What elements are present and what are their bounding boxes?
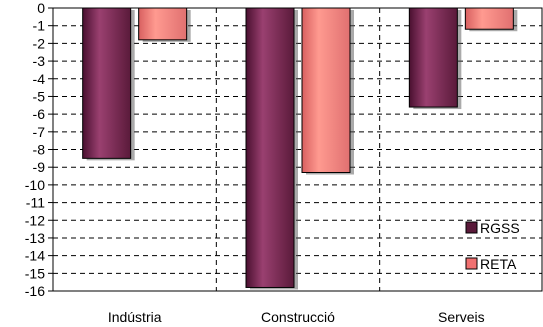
legend-swatch-rgss [465,221,478,234]
bar-rgss-1 [245,7,295,288]
y-tick-label: -5 [33,88,46,104]
y-tick-label: -12 [25,212,45,228]
y-axis: 0 -1-2 -3 -4-5 -6 -7 -8-9 -10 -11-12 -13 -14-15 -16 [25,0,53,299]
x-axis: Indústria Construcció Serveis [108,309,485,325]
y-tick-label: -11 [26,195,45,211]
y-tick-label: -3 [33,53,46,69]
legend-swatch-reta [465,257,478,270]
legend: RGSS RETA [465,220,520,272]
x-category-label: Construcció [261,309,335,325]
y-tick-label: -15 [25,265,45,281]
y-tick-label: 0 [37,0,45,16]
bar-rgss-0 [82,7,132,159]
y-tick-label: -13 [25,230,45,246]
bar-rgss-2 [408,7,458,108]
x-category-label: Serveis [438,309,485,325]
y-tick-label: -6 [33,106,46,122]
bar-reta-1 [301,7,351,173]
x-category-label: Indústria [108,309,162,325]
bars [82,7,518,290]
y-tick-label: -14 [25,248,45,264]
y-tick-label: -9 [33,159,46,175]
y-tick-label: -7 [33,124,46,140]
y-tick-label: -10 [25,177,45,193]
y-tick-label: -16 [25,283,45,299]
bar-reta-0 [138,7,188,41]
legend-label-rgss: RGSS [480,220,520,236]
y-tick-label: -1 [33,18,46,34]
y-tick-label: -4 [33,71,46,87]
legend-label-reta: RETA [480,256,517,272]
bar-reta-2 [464,7,514,30]
y-tick-label: -2 [33,35,46,51]
y-tick-label: -8 [33,142,46,158]
